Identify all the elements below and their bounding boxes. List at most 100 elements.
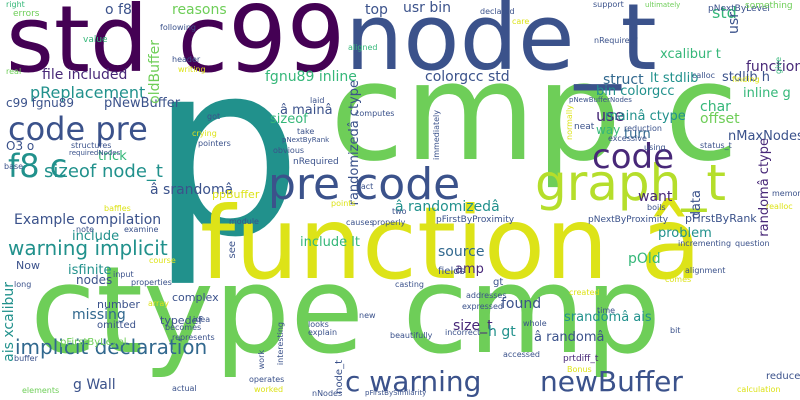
word: created bbox=[569, 288, 600, 297]
word: usr bbox=[726, 12, 742, 34]
word: base bbox=[4, 162, 24, 171]
word: colorgcc std bbox=[425, 69, 510, 85]
word: char bbox=[700, 99, 731, 115]
word: oldBuffer bbox=[147, 40, 163, 104]
word: calculation bbox=[737, 385, 781, 394]
word: examine bbox=[124, 225, 159, 234]
word: reduce bbox=[766, 371, 800, 382]
word: file included bbox=[42, 67, 128, 83]
word: mainâ ctype bbox=[605, 109, 686, 124]
word: c warning bbox=[345, 365, 482, 398]
word: missing bbox=[72, 307, 126, 323]
word: whole bbox=[523, 319, 547, 328]
word: trick bbox=[98, 149, 127, 164]
word: new bbox=[359, 311, 376, 320]
word: std bbox=[712, 3, 737, 22]
word: expressed bbox=[462, 302, 503, 311]
word: addresses bbox=[466, 291, 507, 300]
word: complex bbox=[172, 291, 219, 304]
word: obvious bbox=[273, 146, 305, 155]
word: requiredNodes bbox=[69, 149, 121, 157]
word: work bbox=[257, 350, 266, 370]
word: excessive bbox=[608, 134, 647, 143]
word: â srandomâ bbox=[150, 182, 234, 198]
word: randomâ ctype bbox=[757, 138, 772, 237]
word: pFirstByLevel bbox=[60, 337, 127, 348]
word: xcalibur t bbox=[660, 47, 721, 62]
word: realloc bbox=[766, 202, 793, 211]
word: O3 o bbox=[6, 139, 35, 153]
word: srandomâ ais bbox=[564, 310, 652, 325]
word: gt bbox=[493, 277, 504, 288]
word: pFirstBySimilarity bbox=[365, 389, 427, 397]
word: laid bbox=[310, 96, 325, 105]
word: idea bbox=[193, 315, 211, 324]
word: computes bbox=[355, 109, 395, 118]
word: g Wall bbox=[73, 377, 116, 393]
word: pNextByRank bbox=[282, 136, 330, 144]
word: h gt bbox=[488, 324, 516, 340]
word: warning implicit bbox=[8, 236, 168, 260]
word: give bbox=[774, 57, 783, 74]
word: properties bbox=[131, 278, 172, 287]
word: use bbox=[596, 106, 625, 125]
word: function â bbox=[200, 185, 702, 302]
word: memory bbox=[772, 189, 800, 198]
word: std c99 bbox=[6, 0, 346, 93]
word: pNewBuffer bbox=[104, 96, 181, 111]
word: source bbox=[438, 244, 485, 260]
word: prtdiff_t bbox=[563, 354, 599, 364]
word: code bbox=[592, 137, 674, 177]
word: using bbox=[644, 143, 666, 152]
word: want bbox=[638, 189, 673, 205]
word: lt stdlib bbox=[650, 71, 699, 86]
word: pNextByLevel bbox=[708, 4, 770, 14]
word: ctype cmp bbox=[30, 242, 662, 381]
word: crying bbox=[192, 129, 217, 138]
word: time bbox=[597, 306, 616, 315]
word: function bbox=[746, 59, 800, 75]
word: header bbox=[172, 55, 201, 64]
word: nRequired" bbox=[594, 36, 639, 45]
word: pNextByProximity bbox=[588, 215, 669, 225]
word: take bbox=[297, 127, 315, 136]
word: f8 c bbox=[8, 147, 68, 185]
word: following bbox=[160, 23, 196, 32]
word: reasons bbox=[172, 2, 227, 18]
word: include lt bbox=[300, 235, 360, 250]
word: graph_t bbox=[535, 154, 726, 212]
word: sizeof node_t bbox=[44, 161, 163, 182]
word: represents bbox=[172, 333, 215, 342]
word: typedef bbox=[160, 314, 203, 327]
word: pReplacement bbox=[30, 83, 146, 102]
word: problem bbox=[658, 226, 712, 241]
word: structures bbox=[71, 141, 112, 150]
word: elements bbox=[22, 386, 60, 395]
word: Example compilation bbox=[14, 212, 162, 228]
word: nRequired bbox=[293, 157, 339, 167]
word: worked bbox=[254, 385, 284, 394]
word: node_t bbox=[345, 0, 657, 91]
word: â mainâ bbox=[280, 103, 333, 118]
word: actual bbox=[172, 384, 197, 393]
word: nMaxNodes bbox=[728, 129, 800, 144]
word: array bbox=[148, 299, 169, 308]
word: node_t bbox=[334, 360, 345, 394]
word: top bbox=[365, 2, 388, 18]
word: size_t bbox=[453, 318, 493, 334]
word: pre code bbox=[268, 159, 461, 210]
word: Bonus bbox=[567, 365, 592, 374]
word: real bbox=[6, 67, 22, 76]
word: operates bbox=[249, 375, 285, 384]
word: becomes bbox=[165, 323, 202, 332]
word: cmp c bbox=[330, 34, 739, 191]
word: points bbox=[331, 199, 356, 208]
word: bit bbox=[670, 326, 681, 335]
word: incorrect bbox=[445, 328, 481, 337]
word: fact bbox=[358, 182, 374, 191]
word: finding bbox=[732, 75, 760, 84]
word: explain bbox=[308, 328, 338, 337]
word: implicit declaration bbox=[15, 335, 208, 359]
word: value bbox=[83, 35, 108, 45]
word: newBuffer bbox=[540, 365, 683, 398]
